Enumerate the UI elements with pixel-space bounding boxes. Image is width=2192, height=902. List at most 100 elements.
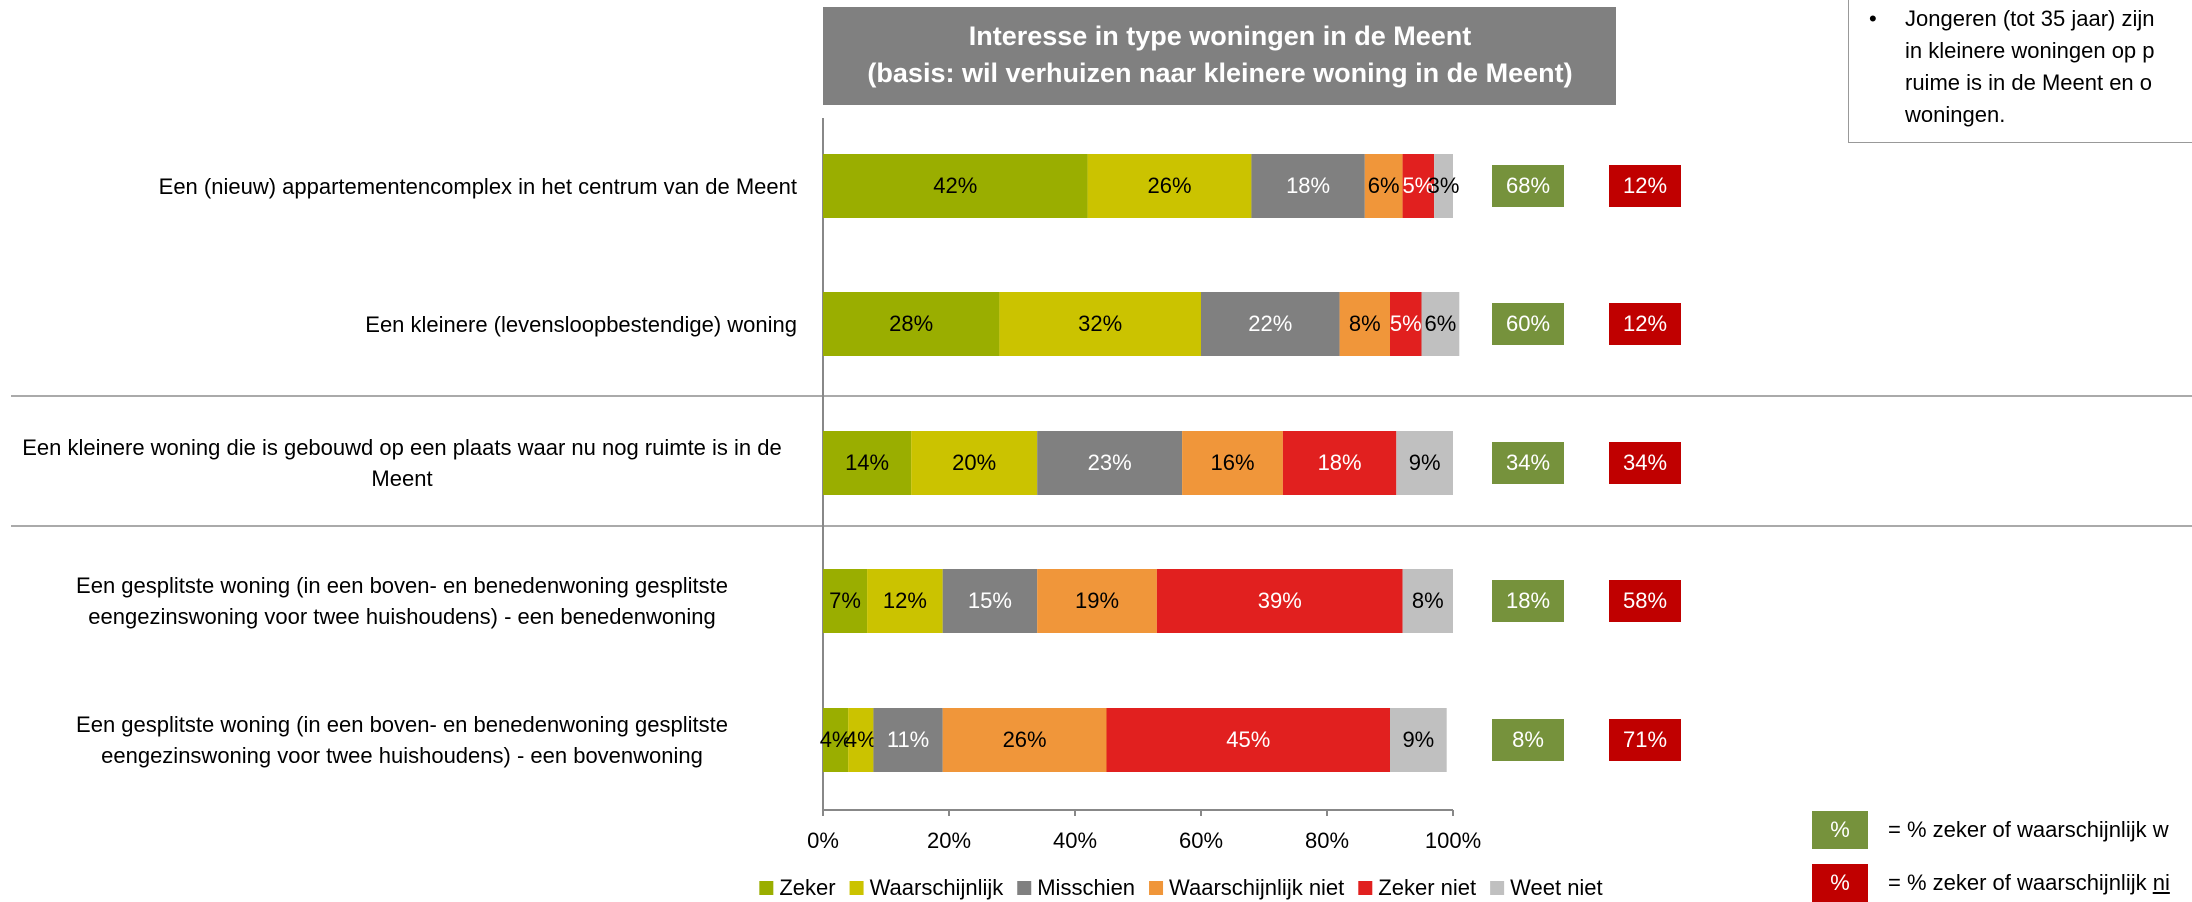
positive-label: 34% [1506,450,1550,475]
bar-label: 8% [1349,311,1381,336]
chart-subtitle: (basis: wil verhuizen naar kleinere woni… [867,58,1572,88]
bar-label: 14% [845,450,889,475]
bar-label: 16% [1210,450,1254,475]
bar-segment [873,708,943,772]
category-label-box: Een gesplitste woning (in een boven- en … [0,700,797,780]
panel: Redelijke interesse [1830,446,2075,477]
negative-box [1609,580,1681,622]
x-tick-label: 20% [927,828,971,853]
bar-segment [1201,292,1340,356]
legend-swatch [1490,881,1505,895]
x-tick-label: 40% [1053,828,1097,853]
positive-label: 68% [1506,173,1550,198]
negative-label: 12% [1623,173,1667,198]
bar-label: 11% [887,727,929,752]
positive-box [1492,165,1564,207]
positive-label: 18% [1506,588,1550,613]
category-label-box: Een kleinere (levensloopbestendige) woni… [0,284,797,364]
bar-segment [1402,154,1435,218]
bar-label: 23% [1088,450,1132,475]
bar-segment [1037,569,1157,633]
note-line: ruime is in de Meent en o [1905,70,2153,95]
negative-label: 71% [1623,727,1667,752]
title-box [823,7,1616,105]
positive-label: 60% [1506,311,1550,336]
bar-label: 9% [1402,727,1434,752]
bar-segment [1182,431,1283,495]
x-tick-label: 100% [1425,828,1481,853]
bar-label: 6% [1368,173,1400,198]
bar-segment [1390,292,1422,356]
positive-box [1492,580,1564,622]
legend-label: Waarschijnlijk niet [1169,875,1344,900]
bar-label: 5% [1402,173,1434,198]
positive-label: 8% [1512,727,1544,752]
bar-label: 28% [889,311,933,336]
bar-label: 4% [820,727,852,752]
legend-label: Misschien [1037,875,1135,900]
category-label: Een kleinere (levensloopbestendige) woni… [365,311,797,337]
panel: (Zeer) weinig interesse [1828,620,2121,650]
bar-label: 18% [1286,173,1330,198]
chart-title: Interesse in type woningen in de Meent [969,21,1472,51]
legend-swatch [1149,881,1164,895]
key-swatch: % [1812,864,1868,902]
negative-box [1609,442,1681,484]
bar-label: 18% [1318,450,1362,475]
note-line: Jongeren (tot 35 jaar) zijn [1905,6,2155,31]
bar-label: 39% [1258,588,1302,613]
x-tick-label: 0% [807,828,839,853]
bar-segment [1106,708,1390,772]
legend-swatch [849,881,864,895]
bar-label: 19% [1075,588,1119,613]
negative-box [1609,165,1681,207]
bar-label: 12% [883,588,927,613]
negative-label: 12% [1623,311,1667,336]
category-label-box: Een gesplitste woning (in een boven- en … [0,561,797,641]
positive-box [1492,442,1564,484]
positive-box [1492,303,1564,345]
panel: Zeer veel interesse [1828,213,2072,243]
bar-segment [911,431,1038,495]
bar-segment [1402,569,1453,633]
legend-swatch [759,881,774,895]
bar-segment [1251,154,1365,218]
bar-segment [942,569,1038,633]
category-label-box: Een kleinere woning die is gebouwd op ee… [0,423,797,503]
legend-label: Zeker [779,875,835,900]
bar-segment [823,154,1088,218]
key-item: % = % zeker of waarschijnlijk ni [1812,864,2170,902]
bar-segment [1396,431,1453,495]
key-text: = % zeker of waarschijnlijk w [1888,817,2169,842]
positive-box [1492,719,1564,761]
negative-box [1609,303,1681,345]
category-label-box: Een (nieuw) appartementencomplex in het … [0,146,797,226]
bar-label: 26% [1003,727,1047,752]
bar-segment [1434,154,1453,218]
bar-segment [823,292,1000,356]
x-tick-label: 60% [1179,828,1223,853]
bar-segment [1421,292,1460,356]
bar-segment [823,708,849,772]
bar-segment [848,708,874,772]
bar-label: 22% [1248,311,1292,336]
bar-label: 6% [1425,311,1457,336]
bar-label: 26% [1147,173,1191,198]
bar-segment [1087,154,1252,218]
bar-segment [999,292,1201,356]
negative-label: 34% [1623,450,1667,475]
category-label: Een kleinere woning die is gebouwd op ee… [22,435,782,491]
key-swatch: % [1812,811,1868,849]
key-text-underlined: ni [2152,870,2170,895]
key-item: % = % zeker of waarschijnlijk w [1812,811,2169,849]
bar-label: 45% [1226,727,1270,752]
bar-segment [1390,708,1447,772]
bar-segment [1156,569,1403,633]
bar-label: 7% [829,588,861,613]
bar-segment [1282,431,1397,495]
legend-label: Weet niet [1510,875,1603,900]
bar-segment [942,708,1107,772]
bar-label: 32% [1078,311,1122,336]
